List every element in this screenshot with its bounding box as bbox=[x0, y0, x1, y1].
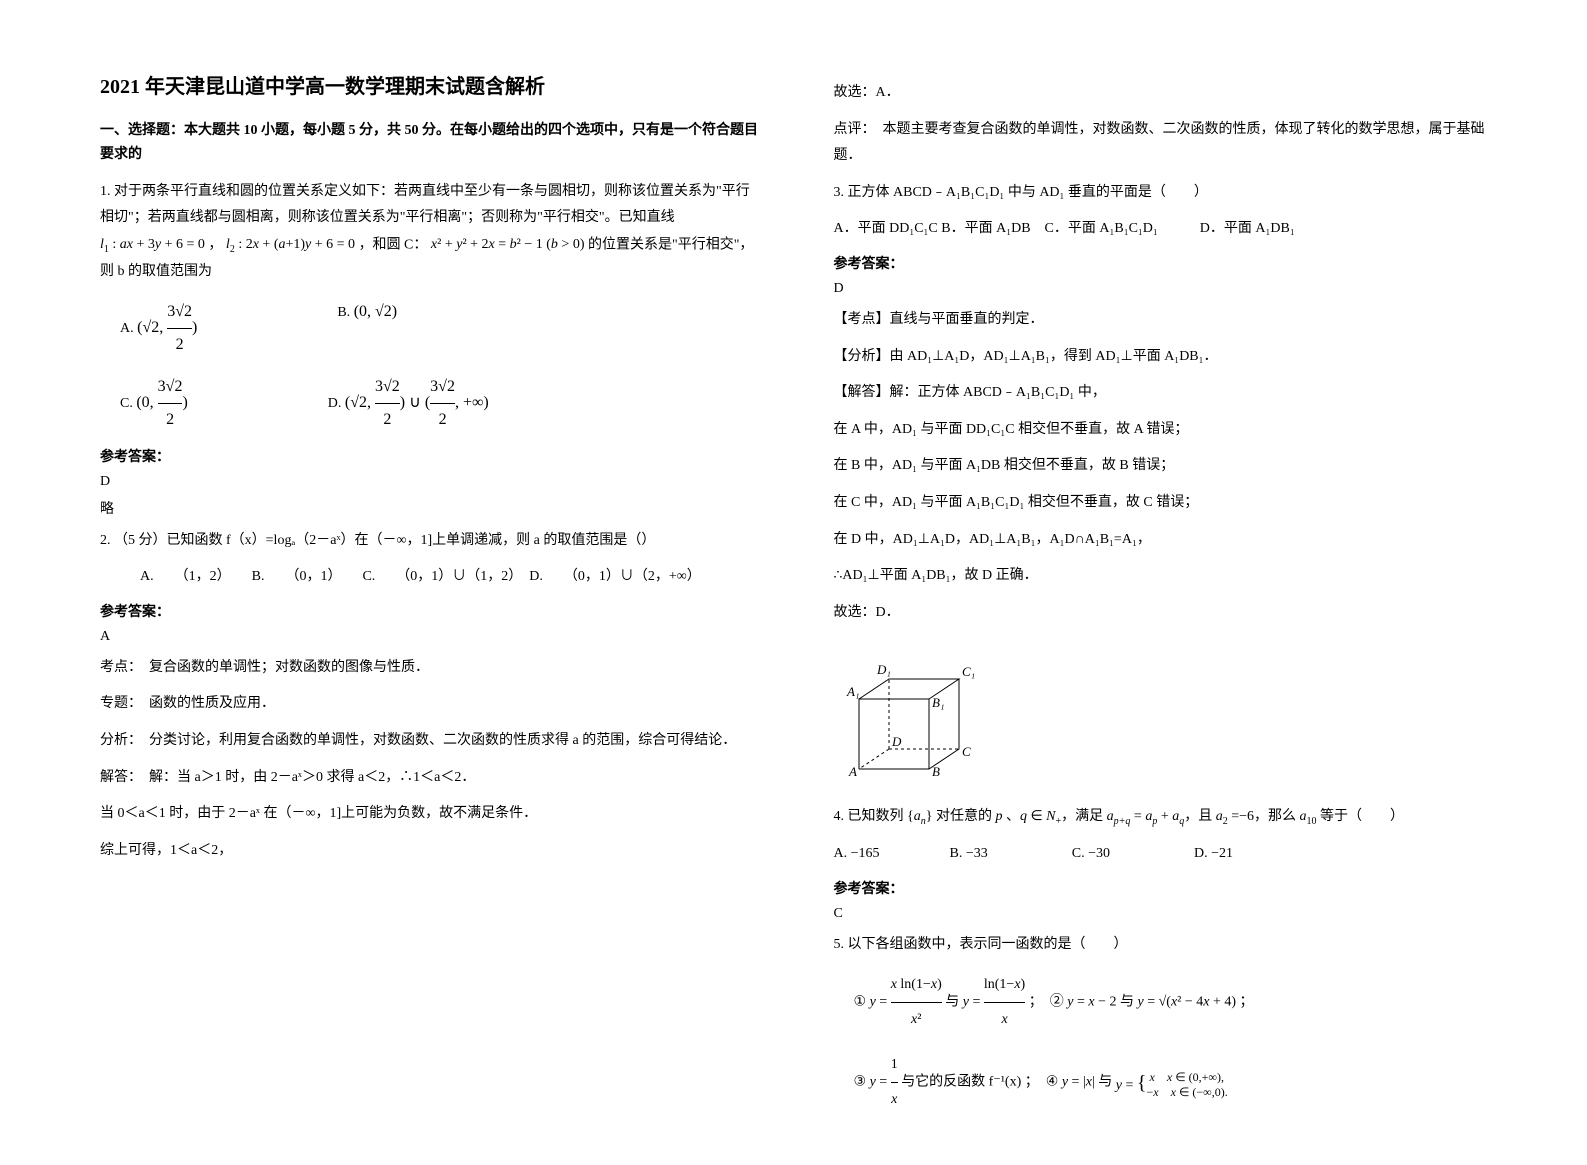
svg-text:B: B bbox=[932, 764, 940, 779]
q1-ans2: 略 bbox=[100, 498, 764, 518]
q4-ans: C bbox=[834, 906, 1498, 922]
svg-text:C₁: C₁ bbox=[962, 664, 975, 679]
q4-opts: A. −165 B. −33 C. −30 D. −21 bbox=[834, 841, 1498, 868]
q3-p6: 在 C 中，AD₁ 与平面 A₁B₁C₁D₁ 相交但不垂直，故 C 错误； bbox=[834, 490, 1498, 517]
q3-p4: 在 A 中，AD₁ 与平面 DD₁C₁C 相交但不垂直，故 A 错误； bbox=[834, 417, 1498, 444]
q2-p2: 专题： 函数的性质及应用． bbox=[100, 691, 764, 718]
q4-tc: 、 bbox=[1002, 809, 1020, 824]
q5-options: ① y = x ln(1−x)x² 与 y = ln(1−x)x ； ② y =… bbox=[854, 968, 1498, 1116]
q2-p3: 分析： 分类讨论，利用复合函数的单调性，对数函数、二次函数的性质求得 a 的范围… bbox=[100, 728, 764, 755]
q5-4a: y = |x| bbox=[1062, 1075, 1095, 1090]
q1-l2: l2 : 2x + (a+1)y + 6 = 0 bbox=[226, 232, 355, 259]
cube-diagram: A B C D A₁ B₁ C₁ D₁ bbox=[844, 644, 994, 779]
q4-text: 4. 已知数列 {an} 对任意的 p 、q ∈ N+，满足 ap+q = ap… bbox=[834, 804, 1498, 831]
q3-p9: 故选：D． bbox=[834, 600, 1498, 627]
q3-p7: 在 D 中，AD₁⊥A₁D，AD₁⊥A₁B₁，A₁D∩A₁B₁=A₁， bbox=[834, 527, 1498, 554]
q3-ans: D bbox=[834, 281, 1498, 297]
q5-2b: y = √(x² − 4x + 4) bbox=[1137, 995, 1236, 1010]
q2-text: 2. （5 分）已知函数 f（x）=logₐ（2－aˣ）在（－∞，1]上单调递减… bbox=[100, 528, 764, 555]
q2-opts: A. （1，2） B. （0，1） C. （0，1）∪（1，2） D. （0，1… bbox=[140, 564, 764, 591]
q1-ans-label: 参考答案： bbox=[100, 446, 764, 466]
q2-p7: 故选：A． bbox=[834, 80, 1498, 107]
q4-tf: =−6，那么 bbox=[1228, 809, 1300, 824]
svg-text:C: C bbox=[962, 744, 971, 759]
svg-text:A₁: A₁ bbox=[846, 684, 859, 699]
svg-text:B₁: B₁ bbox=[932, 695, 944, 710]
q1-optA: A. (√2, 3√22) bbox=[120, 296, 197, 361]
left-column: 2021 年天津昆山道中学高一数学理期末试题含解析 一、选择题：本大题共 10 … bbox=[100, 70, 764, 1125]
q2-ans-label: 参考答案： bbox=[100, 601, 764, 621]
q1-optC: C. (0, 3√22) bbox=[120, 371, 188, 436]
q3-p1: 【考点】直线与平面垂直的判定． bbox=[834, 307, 1498, 334]
q5-2a: y = x − 2 bbox=[1067, 995, 1116, 1010]
q4-ta: 4. 已知数列 { bbox=[834, 809, 914, 824]
q3-p5: 在 B 中，AD₁ 与平面 A₁DB 相交但不垂直，故 B 错误； bbox=[834, 453, 1498, 480]
q1-text: 1. 对于两条平行直线和圆的位置关系定义如下：若两直线中至少有一条与圆相切，则称… bbox=[100, 179, 764, 286]
right-column: 故选：A． 点评： 本题主要考查复合函数的单调性，对数函数、二次函数的性质，体现… bbox=[834, 70, 1498, 1125]
q2-p8: 点评： 本题主要考查复合函数的单调性，对数函数、二次函数的性质，体现了转化的数学… bbox=[834, 117, 1498, 170]
q1-text-b: ，和圆 C： bbox=[359, 237, 428, 252]
q1-l1: l1 : ax + 3y + 6 = 0 bbox=[100, 232, 205, 259]
q3-p8: ∴AD₁⊥平面 A₁DB₁，故 D 正确． bbox=[834, 563, 1498, 590]
q2-p5: 当 0＜a＜1 时，由于 2－aˣ 在（－∞，1]上可能为负数，故不满足条件． bbox=[100, 801, 764, 828]
q4-tg: 等于（ ） bbox=[1317, 809, 1405, 824]
q4-td: ，满足 bbox=[1061, 809, 1107, 824]
q1-optB: B. (0, √2) bbox=[337, 296, 397, 361]
q1-circle: x² + y² + 2x = b² − 1 (b > 0) bbox=[431, 232, 585, 259]
q4-tb: } 对任意的 bbox=[926, 809, 996, 824]
q1-options: A. (√2, 3√22) B. (0, √2) C. (0, 3√22) D.… bbox=[120, 296, 764, 436]
q1-ans: D bbox=[100, 474, 764, 490]
q5-text: 5. 以下各组函数中，表示同一函数的是（ ） bbox=[834, 932, 1498, 959]
q3-opts: A．平面 DD₁C₁C B．平面 A₁DB C．平面 A₁B₁C₁D₁ D．平面… bbox=[834, 216, 1498, 243]
q5-1a: y = x ln(1−x)x² bbox=[870, 968, 942, 1036]
q3-text: 3. 正方体 ABCD﹣A₁B₁C₁D₁ 中与 AD₁ 垂直的平面是（ ） bbox=[834, 180, 1498, 207]
svg-text:D: D bbox=[891, 734, 902, 749]
q1-text-a: 1. 对于两条平行直线和圆的位置关系定义如下：若两直线中至少有一条与圆相切，则称… bbox=[100, 184, 750, 226]
q3-p3: 【解答】解：正方体 ABCD﹣A₁B₁C₁D₁ 中， bbox=[834, 380, 1498, 407]
doc-title: 2021 年天津昆山道中学高一数学理期末试题含解析 bbox=[100, 70, 764, 99]
q4-te: ，且 bbox=[1184, 809, 1216, 824]
q2-p4: 解答： 解：当 a＞1 时，由 2－aˣ＞0 求得 a＜2，∴1＜a＜2． bbox=[100, 765, 764, 792]
q1-optD: D. (√2, 3√22) ∪ (3√22, +∞) bbox=[328, 371, 489, 436]
q4-ans-label: 参考答案： bbox=[834, 878, 1498, 898]
q3-p2: 【分析】由 AD₁⊥A₁D，AD₁⊥A₁B₁，得到 AD₁⊥平面 A₁DB₁． bbox=[834, 344, 1498, 371]
q1-comma1: ， bbox=[208, 237, 222, 252]
page-container: 2021 年天津昆山道中学高一数学理期末试题含解析 一、选择题：本大题共 10 … bbox=[0, 0, 1587, 1165]
section-1-head: 一、选择题：本大题共 10 小题，每小题 5 分，共 50 分。在每小题给出的四… bbox=[100, 119, 764, 167]
q2-ans: A bbox=[100, 629, 764, 645]
q3-ans-label: 参考答案： bbox=[834, 253, 1498, 273]
q5-4b: y = { x x ∈ (0,+∞),−x x ∈ (−∞,0). bbox=[1116, 1059, 1228, 1107]
svg-text:A: A bbox=[848, 764, 857, 779]
svg-text:D₁: D₁ bbox=[876, 662, 891, 677]
q5-3b: 与它的反函数 f⁻¹(x) bbox=[901, 1075, 1021, 1090]
q2-p6: 综上可得，1＜a＜2， bbox=[100, 838, 764, 865]
q5-1b: y = ln(1−x)x bbox=[963, 968, 1025, 1036]
q2-p1: 考点： 复合函数的单调性；对数函数的图像与性质． bbox=[100, 655, 764, 682]
q5-3a: y = 1x bbox=[870, 1048, 898, 1116]
